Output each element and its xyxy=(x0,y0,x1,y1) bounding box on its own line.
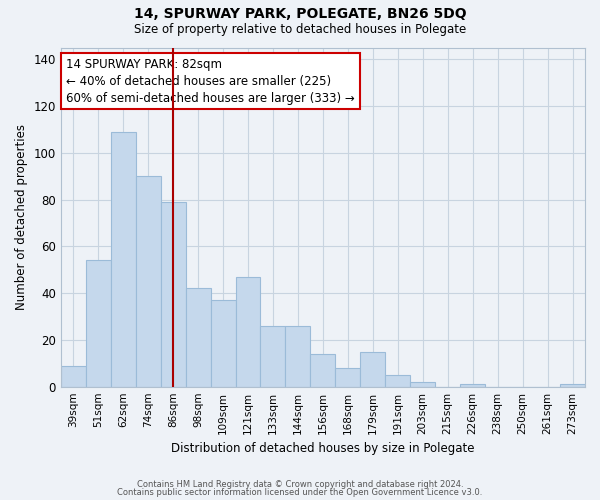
Bar xyxy=(161,202,185,386)
Bar xyxy=(560,384,585,386)
Bar xyxy=(236,276,260,386)
Text: 14 SPURWAY PARK: 82sqm
← 40% of detached houses are smaller (225)
60% of semi-de: 14 SPURWAY PARK: 82sqm ← 40% of detached… xyxy=(66,58,355,104)
Bar xyxy=(136,176,161,386)
Bar xyxy=(410,382,435,386)
Bar xyxy=(361,352,385,386)
X-axis label: Distribution of detached houses by size in Polegate: Distribution of detached houses by size … xyxy=(171,442,475,455)
Bar xyxy=(211,300,236,386)
Bar xyxy=(310,354,335,386)
Text: 14, SPURWAY PARK, POLEGATE, BN26 5DQ: 14, SPURWAY PARK, POLEGATE, BN26 5DQ xyxy=(134,8,466,22)
Bar xyxy=(385,375,410,386)
Text: Contains HM Land Registry data © Crown copyright and database right 2024.: Contains HM Land Registry data © Crown c… xyxy=(137,480,463,489)
Bar xyxy=(286,326,310,386)
Text: Size of property relative to detached houses in Polegate: Size of property relative to detached ho… xyxy=(134,22,466,36)
Bar xyxy=(260,326,286,386)
Bar xyxy=(185,288,211,386)
Bar xyxy=(86,260,111,386)
Bar xyxy=(61,366,86,386)
Bar xyxy=(335,368,361,386)
Bar xyxy=(460,384,485,386)
Y-axis label: Number of detached properties: Number of detached properties xyxy=(15,124,28,310)
Text: Contains public sector information licensed under the Open Government Licence v3: Contains public sector information licen… xyxy=(118,488,482,497)
Bar xyxy=(111,132,136,386)
